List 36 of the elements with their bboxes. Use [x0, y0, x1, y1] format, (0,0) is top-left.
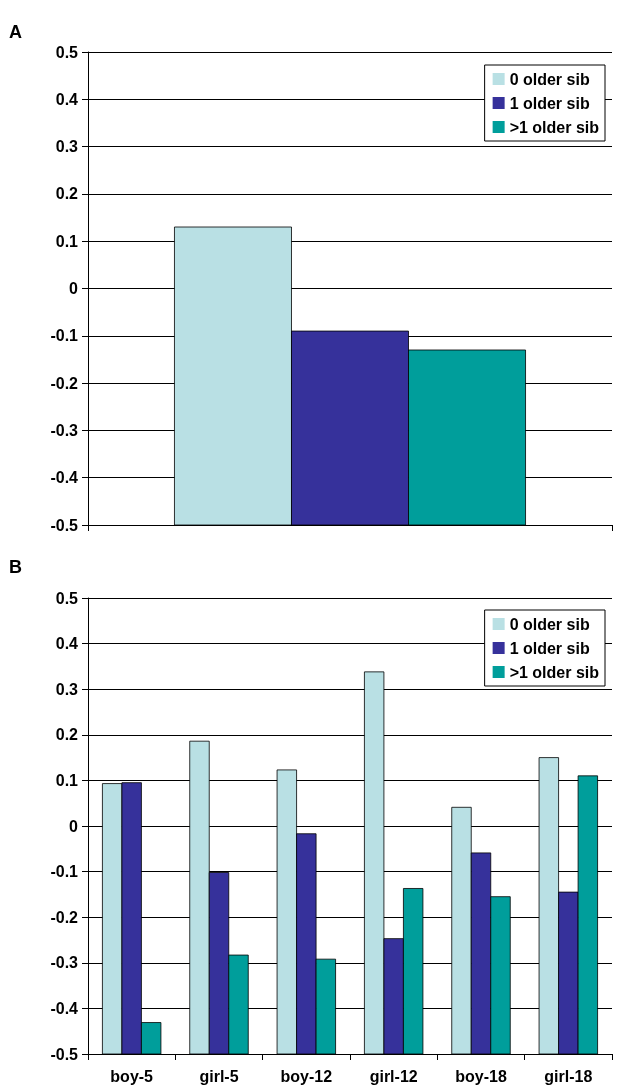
legend-label: 1 older sib — [509, 639, 590, 657]
y-tick-label: -0.1 — [50, 863, 79, 881]
y-tick-label: -0.3 — [50, 421, 79, 439]
y-tick-label: 0.2 — [55, 726, 79, 744]
y-tick-label: -0.4 — [50, 999, 79, 1017]
y-tick-label: 0 — [69, 280, 79, 297]
y-tick-label: 0.5 — [55, 589, 79, 607]
x-tick-label: boy-18 — [455, 1067, 507, 1085]
y-tick-label: 0.3 — [55, 680, 79, 698]
legend-label: >1 older sib — [509, 118, 600, 136]
y-tick-label: -0.1 — [50, 327, 79, 345]
y-tick-label: -0.5 — [50, 516, 79, 534]
legend-label: >1 older sib — [509, 663, 600, 681]
y-tick-label: 0.5 — [55, 43, 79, 61]
y-tick-label: -0.2 — [50, 374, 79, 392]
y-tick-label: 0.2 — [55, 185, 79, 203]
legend-label: 0 older sib — [509, 615, 590, 633]
x-tick-label: girl-12 — [369, 1067, 418, 1085]
y-tick-label: -0.5 — [50, 1045, 79, 1063]
y-tick-label: 0.1 — [55, 232, 79, 250]
x-tick-label: boy-12 — [280, 1067, 333, 1085]
legend-label: 1 older sib — [509, 94, 590, 112]
y-tick-label: 0.3 — [55, 138, 79, 156]
chart-title: B — [9, 557, 22, 577]
chart-title: A — [9, 22, 22, 42]
y-tick-label: 0 — [69, 817, 79, 835]
y-tick-label: -0.2 — [50, 908, 79, 926]
y-tick-label: 0.4 — [55, 635, 79, 653]
y-tick-label: 0.1 — [55, 771, 79, 789]
x-tick-label: girl-5 — [199, 1067, 239, 1085]
x-tick-label: boy-5 — [110, 1067, 154, 1085]
x-tick-label: girl-18 — [544, 1067, 593, 1085]
legend-label: 0 older sib — [509, 70, 590, 88]
y-tick-label: -0.3 — [50, 954, 79, 972]
y-tick-label: -0.4 — [50, 469, 79, 487]
y-tick-label: 0.4 — [55, 90, 79, 108]
